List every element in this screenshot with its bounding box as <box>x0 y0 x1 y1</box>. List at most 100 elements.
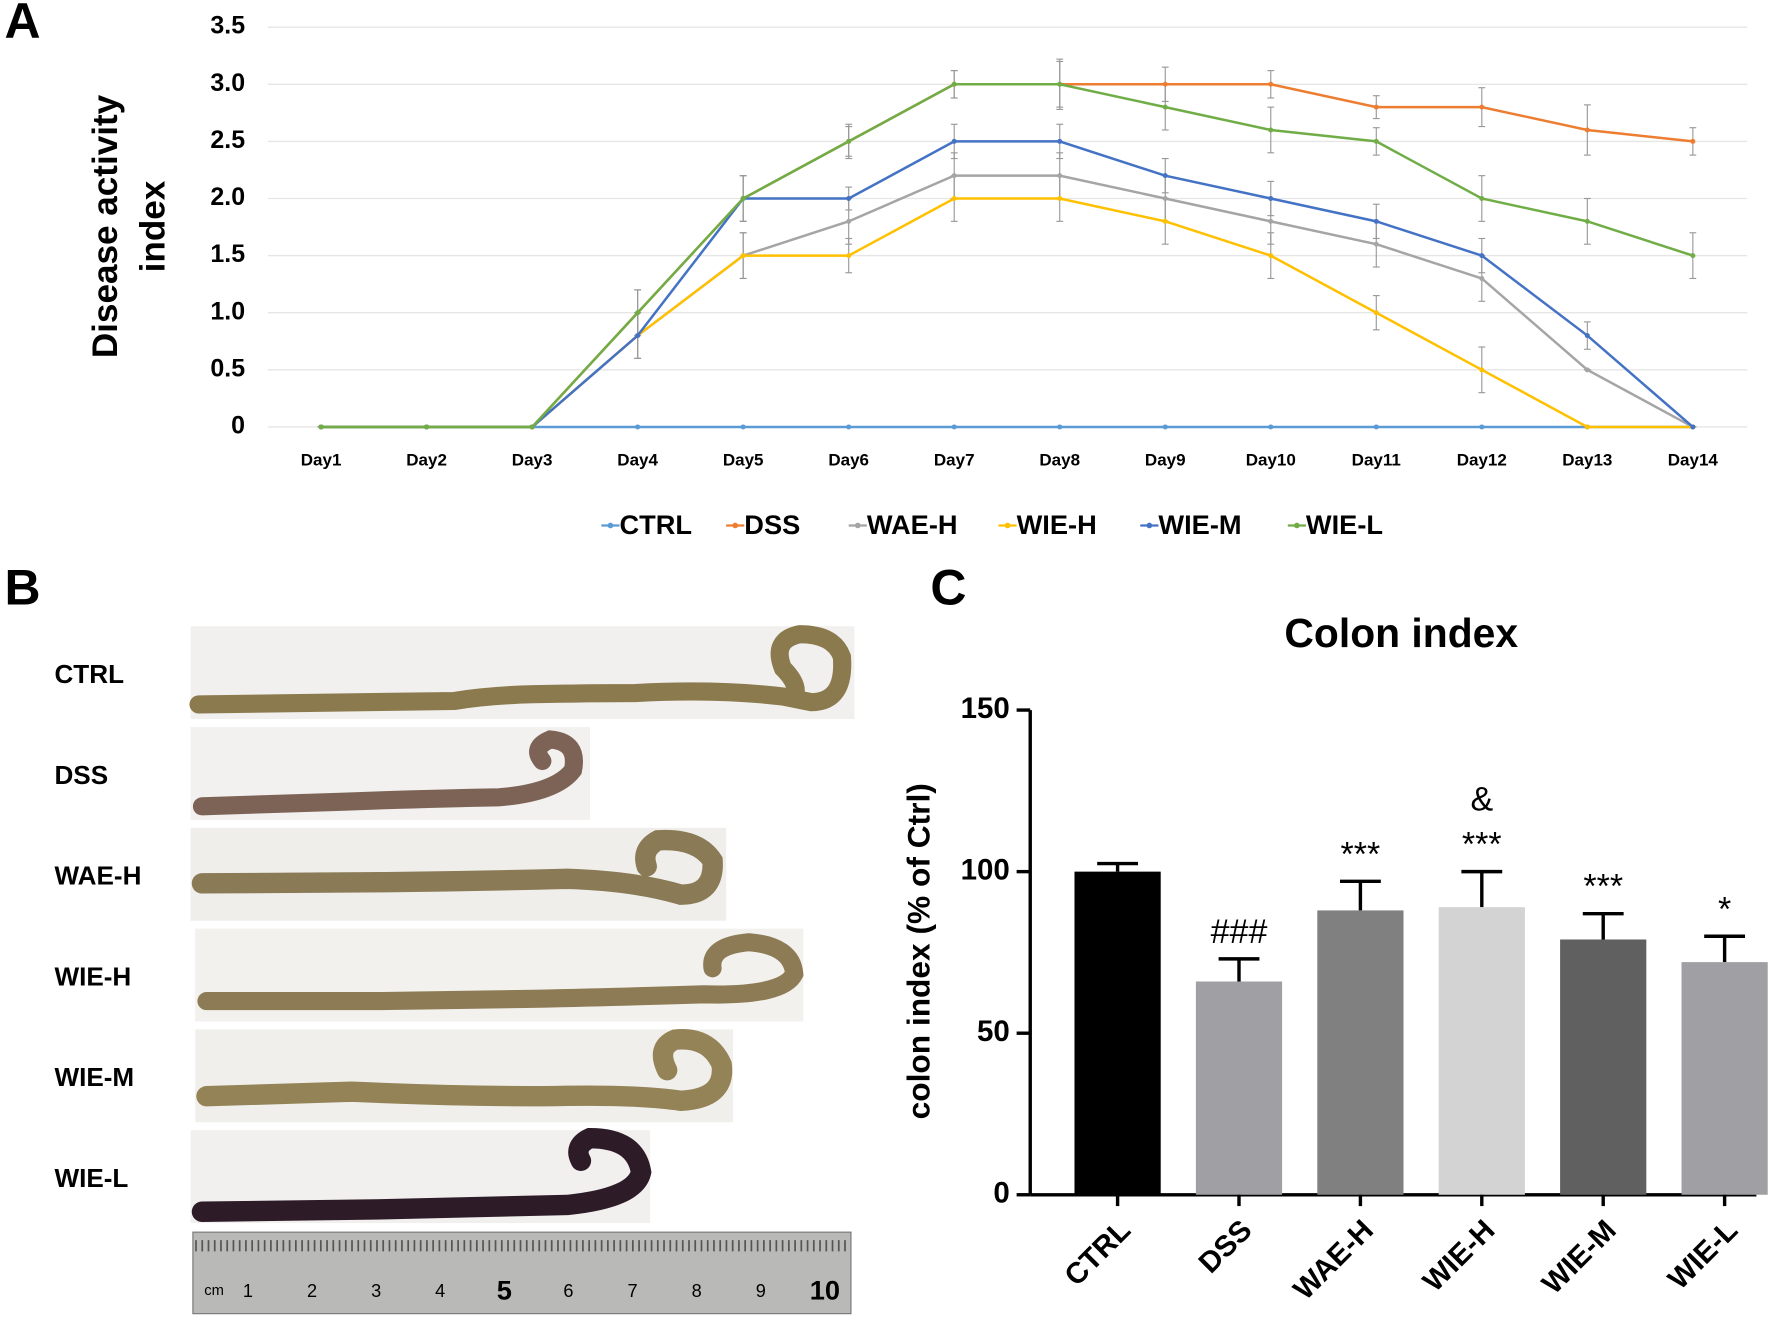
point <box>846 424 852 430</box>
x-tick-label: DSS <box>1192 1214 1258 1280</box>
bar <box>1074 871 1161 1195</box>
point <box>1268 424 1274 430</box>
point <box>529 424 535 430</box>
point <box>1268 218 1274 224</box>
legend-label: WIE-M <box>1158 509 1241 540</box>
y-tick-label: 0 <box>993 1177 1009 1210</box>
point <box>1584 333 1590 339</box>
panel-label: C <box>930 559 966 615</box>
legend-label: WIE-H <box>1017 509 1097 540</box>
legend-marker <box>732 522 739 529</box>
point <box>1584 424 1590 430</box>
colon <box>197 933 804 1011</box>
colon-photos <box>189 625 855 1315</box>
colon <box>189 625 852 714</box>
point <box>846 138 852 144</box>
y-tick-label: 50 <box>977 1015 1010 1048</box>
point <box>1690 424 1696 430</box>
significance-label: *** <box>1341 835 1381 873</box>
photo-label: WIE-M <box>54 1062 134 1092</box>
point <box>1584 127 1590 133</box>
panel-label: B <box>5 559 41 615</box>
x-tick-label: CTRL <box>1058 1214 1137 1293</box>
significance-label: *** <box>1462 826 1502 864</box>
x-tick-label: Day1 <box>301 450 342 469</box>
series-line <box>321 83 1694 429</box>
colon <box>196 1029 733 1111</box>
ruler-number: 9 <box>756 1281 766 1301</box>
point <box>846 196 852 201</box>
x-tick-label: WIE-M <box>1536 1214 1623 1301</box>
chart-title: Colon index <box>1284 610 1518 656</box>
x-tick-label: Day8 <box>1039 450 1080 469</box>
legend-label: DSS <box>744 509 800 540</box>
y-tick-label: 2.5 <box>210 126 245 154</box>
y-tick-label: 3.5 <box>210 12 245 40</box>
point <box>318 424 324 430</box>
significance-label: * <box>1718 890 1731 928</box>
point <box>424 424 430 430</box>
point <box>740 196 746 201</box>
point <box>1162 424 1168 430</box>
x-tick-label: Day6 <box>828 450 869 469</box>
point <box>635 424 641 430</box>
ruler-number: 2 <box>307 1281 317 1301</box>
point <box>846 253 852 259</box>
y-tick-label: 100 <box>961 853 1010 886</box>
point <box>1479 367 1485 373</box>
point <box>1373 218 1379 224</box>
point <box>951 424 957 430</box>
point <box>1057 196 1063 201</box>
point <box>951 196 957 201</box>
y-tick-label: 2.0 <box>210 183 245 211</box>
colon <box>191 1127 652 1222</box>
photo <box>195 1029 733 1123</box>
bar <box>1317 910 1404 1195</box>
point <box>1162 196 1168 201</box>
bar <box>1560 939 1647 1195</box>
y-tick-label: 150 <box>961 692 1010 725</box>
point <box>1373 104 1379 110</box>
point <box>635 310 641 316</box>
legend-label: WIE-L <box>1306 509 1383 540</box>
x-tick-label: WAE-H <box>1287 1214 1380 1307</box>
point <box>1479 424 1485 430</box>
point <box>951 173 957 179</box>
x-tick-label: Day2 <box>406 450 447 469</box>
point <box>1584 367 1590 373</box>
x-tick-label: Day5 <box>723 450 764 469</box>
y-tick-label: 1.0 <box>210 297 245 325</box>
point <box>951 81 957 87</box>
photo-label: WIE-H <box>54 961 131 991</box>
point <box>740 253 746 259</box>
point <box>1479 253 1485 259</box>
point <box>1057 173 1063 179</box>
point <box>1479 196 1485 201</box>
significance-label: ### <box>1211 913 1268 951</box>
y-tick-label: 1.5 <box>210 240 245 268</box>
point <box>1057 138 1063 144</box>
x-tick-label: Day4 <box>617 450 658 469</box>
point <box>1162 104 1168 110</box>
legend-marker <box>854 522 861 529</box>
point <box>1162 218 1168 224</box>
legend-label: CTRL <box>619 509 692 540</box>
ruler-number: 3 <box>371 1281 381 1301</box>
ruler-number: 6 <box>563 1281 573 1301</box>
point <box>1162 81 1168 87</box>
ruler-number: 10 <box>810 1274 840 1305</box>
y-tick-label: 3.0 <box>210 69 245 97</box>
ruler-number: 7 <box>627 1281 637 1301</box>
legend-marker <box>1294 522 1300 529</box>
photo-label: CTRL <box>54 659 124 689</box>
point <box>1373 424 1379 430</box>
x-tick-label: Day12 <box>1457 450 1507 469</box>
point <box>846 218 852 224</box>
point <box>635 333 641 339</box>
bar <box>1438 907 1525 1195</box>
x-tick-label: Day13 <box>1562 450 1612 469</box>
y-tick-label: 0 <box>231 412 245 440</box>
series-line <box>321 174 1694 429</box>
